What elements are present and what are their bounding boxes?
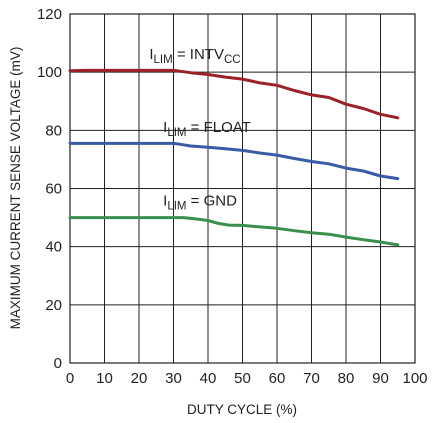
y-tick-label: 120 bbox=[37, 6, 62, 23]
gridlines bbox=[70, 14, 415, 363]
x-axis-title: DUTY CYCLE (%) bbox=[187, 402, 297, 417]
tick-labels: 0 20 40 60 80 100 120 0 10 20 30 40 50 60 70 80 90 100 bbox=[37, 6, 428, 387]
y-tick-label: 20 bbox=[45, 297, 62, 314]
series-line-2 bbox=[68, 141, 400, 181]
y-tick-label: 60 bbox=[45, 181, 62, 198]
y-tick-label: 80 bbox=[45, 122, 62, 139]
series-line-1 bbox=[68, 68, 400, 120]
series-line-3 bbox=[68, 216, 400, 247]
x-tick-label: 60 bbox=[269, 370, 286, 387]
series-label-2: ILIM = FLOAT bbox=[163, 119, 251, 139]
y-axis-title: MAXIMUM CURRENT SENSE VOLTAGE (mV) bbox=[8, 47, 23, 330]
series-lines bbox=[68, 68, 400, 247]
x-tick-label: 90 bbox=[372, 370, 389, 387]
series-label-3: ILIM = GND bbox=[163, 192, 237, 212]
x-tick-label: 10 bbox=[96, 370, 113, 387]
x-tick-label: 30 bbox=[165, 370, 182, 387]
y-tick-label: 40 bbox=[45, 239, 62, 256]
plot-frame bbox=[69, 13, 416, 364]
x-tick-label: 80 bbox=[338, 370, 355, 387]
y-tick-label: 100 bbox=[37, 64, 62, 81]
x-tick-label: 100 bbox=[402, 370, 427, 387]
series-label-1: ILIM = INTVCC bbox=[149, 46, 240, 66]
y-tick-label: 0 bbox=[54, 355, 62, 372]
series-labels: ILIM = INTVCC ILIM = FLOAT ILIM = GND bbox=[149, 46, 250, 212]
x-tick-label: 50 bbox=[234, 370, 251, 387]
x-tick-label: 20 bbox=[131, 370, 148, 387]
x-tick-label: 40 bbox=[200, 370, 217, 387]
x-tick-label: 0 bbox=[66, 370, 74, 387]
x-tick-label: 70 bbox=[303, 370, 320, 387]
